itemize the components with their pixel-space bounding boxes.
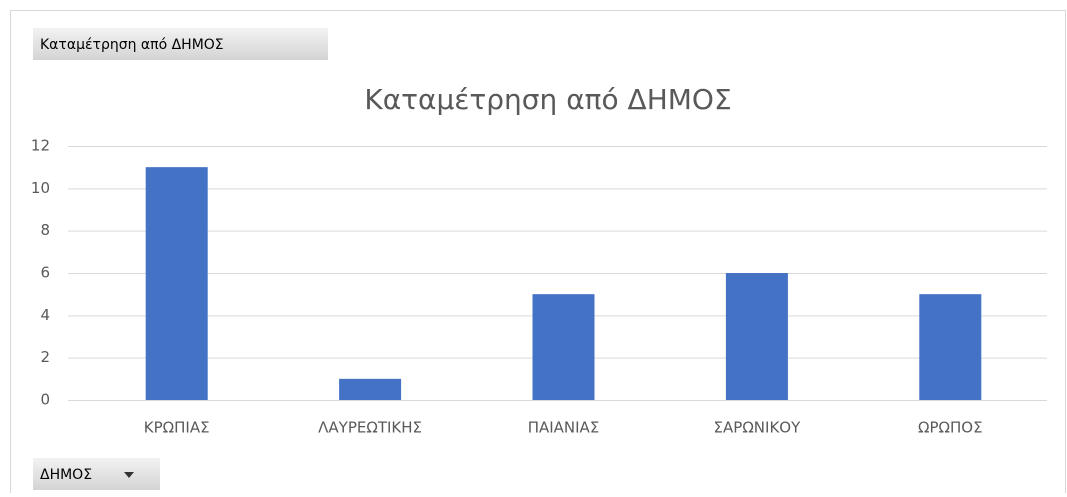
bar: [145, 167, 208, 400]
bar: [339, 378, 402, 400]
x-tick-label: ΣΑΡΩΝΙΚΟΥ: [714, 419, 802, 437]
chart-title: Καταμέτρηση από ΔΗΜΟΣ: [364, 83, 731, 116]
y-tick-label: 12: [31, 137, 50, 155]
dropdown-arrow: [124, 472, 134, 478]
bar: [725, 273, 788, 400]
y-tick-label: 6: [40, 264, 50, 282]
x-tick-label: ΠΑΙΑΝΙΑΣ: [528, 419, 600, 437]
x-tick-label: ΚΡΩΠΙΑΣ: [144, 419, 210, 437]
button-background: [33, 28, 328, 60]
value-field-button[interactable]: Καταμέτρηση από ΔΗΜΟΣ: [33, 28, 328, 60]
x-tick-label: ΩΡΩΠΟΣ: [918, 419, 983, 437]
bar: [919, 294, 982, 400]
bar: [532, 294, 595, 400]
y-tick-label: 0: [40, 391, 50, 409]
button-label: Καταμέτρηση από ΔΗΜΟΣ: [40, 37, 224, 53]
y-tick-label: 2: [40, 348, 50, 366]
y-tick-label: 8: [40, 221, 50, 239]
x-tick-label: ΛΑΥΡΕΩΤΙΚΗΣ: [318, 419, 422, 437]
y-tick-label: 10: [31, 179, 50, 197]
button-label: ΔΗΜΟΣ: [40, 467, 92, 483]
button-background: [33, 458, 160, 490]
y-tick-label: 4: [40, 306, 50, 324]
axis-field-button[interactable]: ΔΗΜΟΣ: [33, 458, 160, 490]
